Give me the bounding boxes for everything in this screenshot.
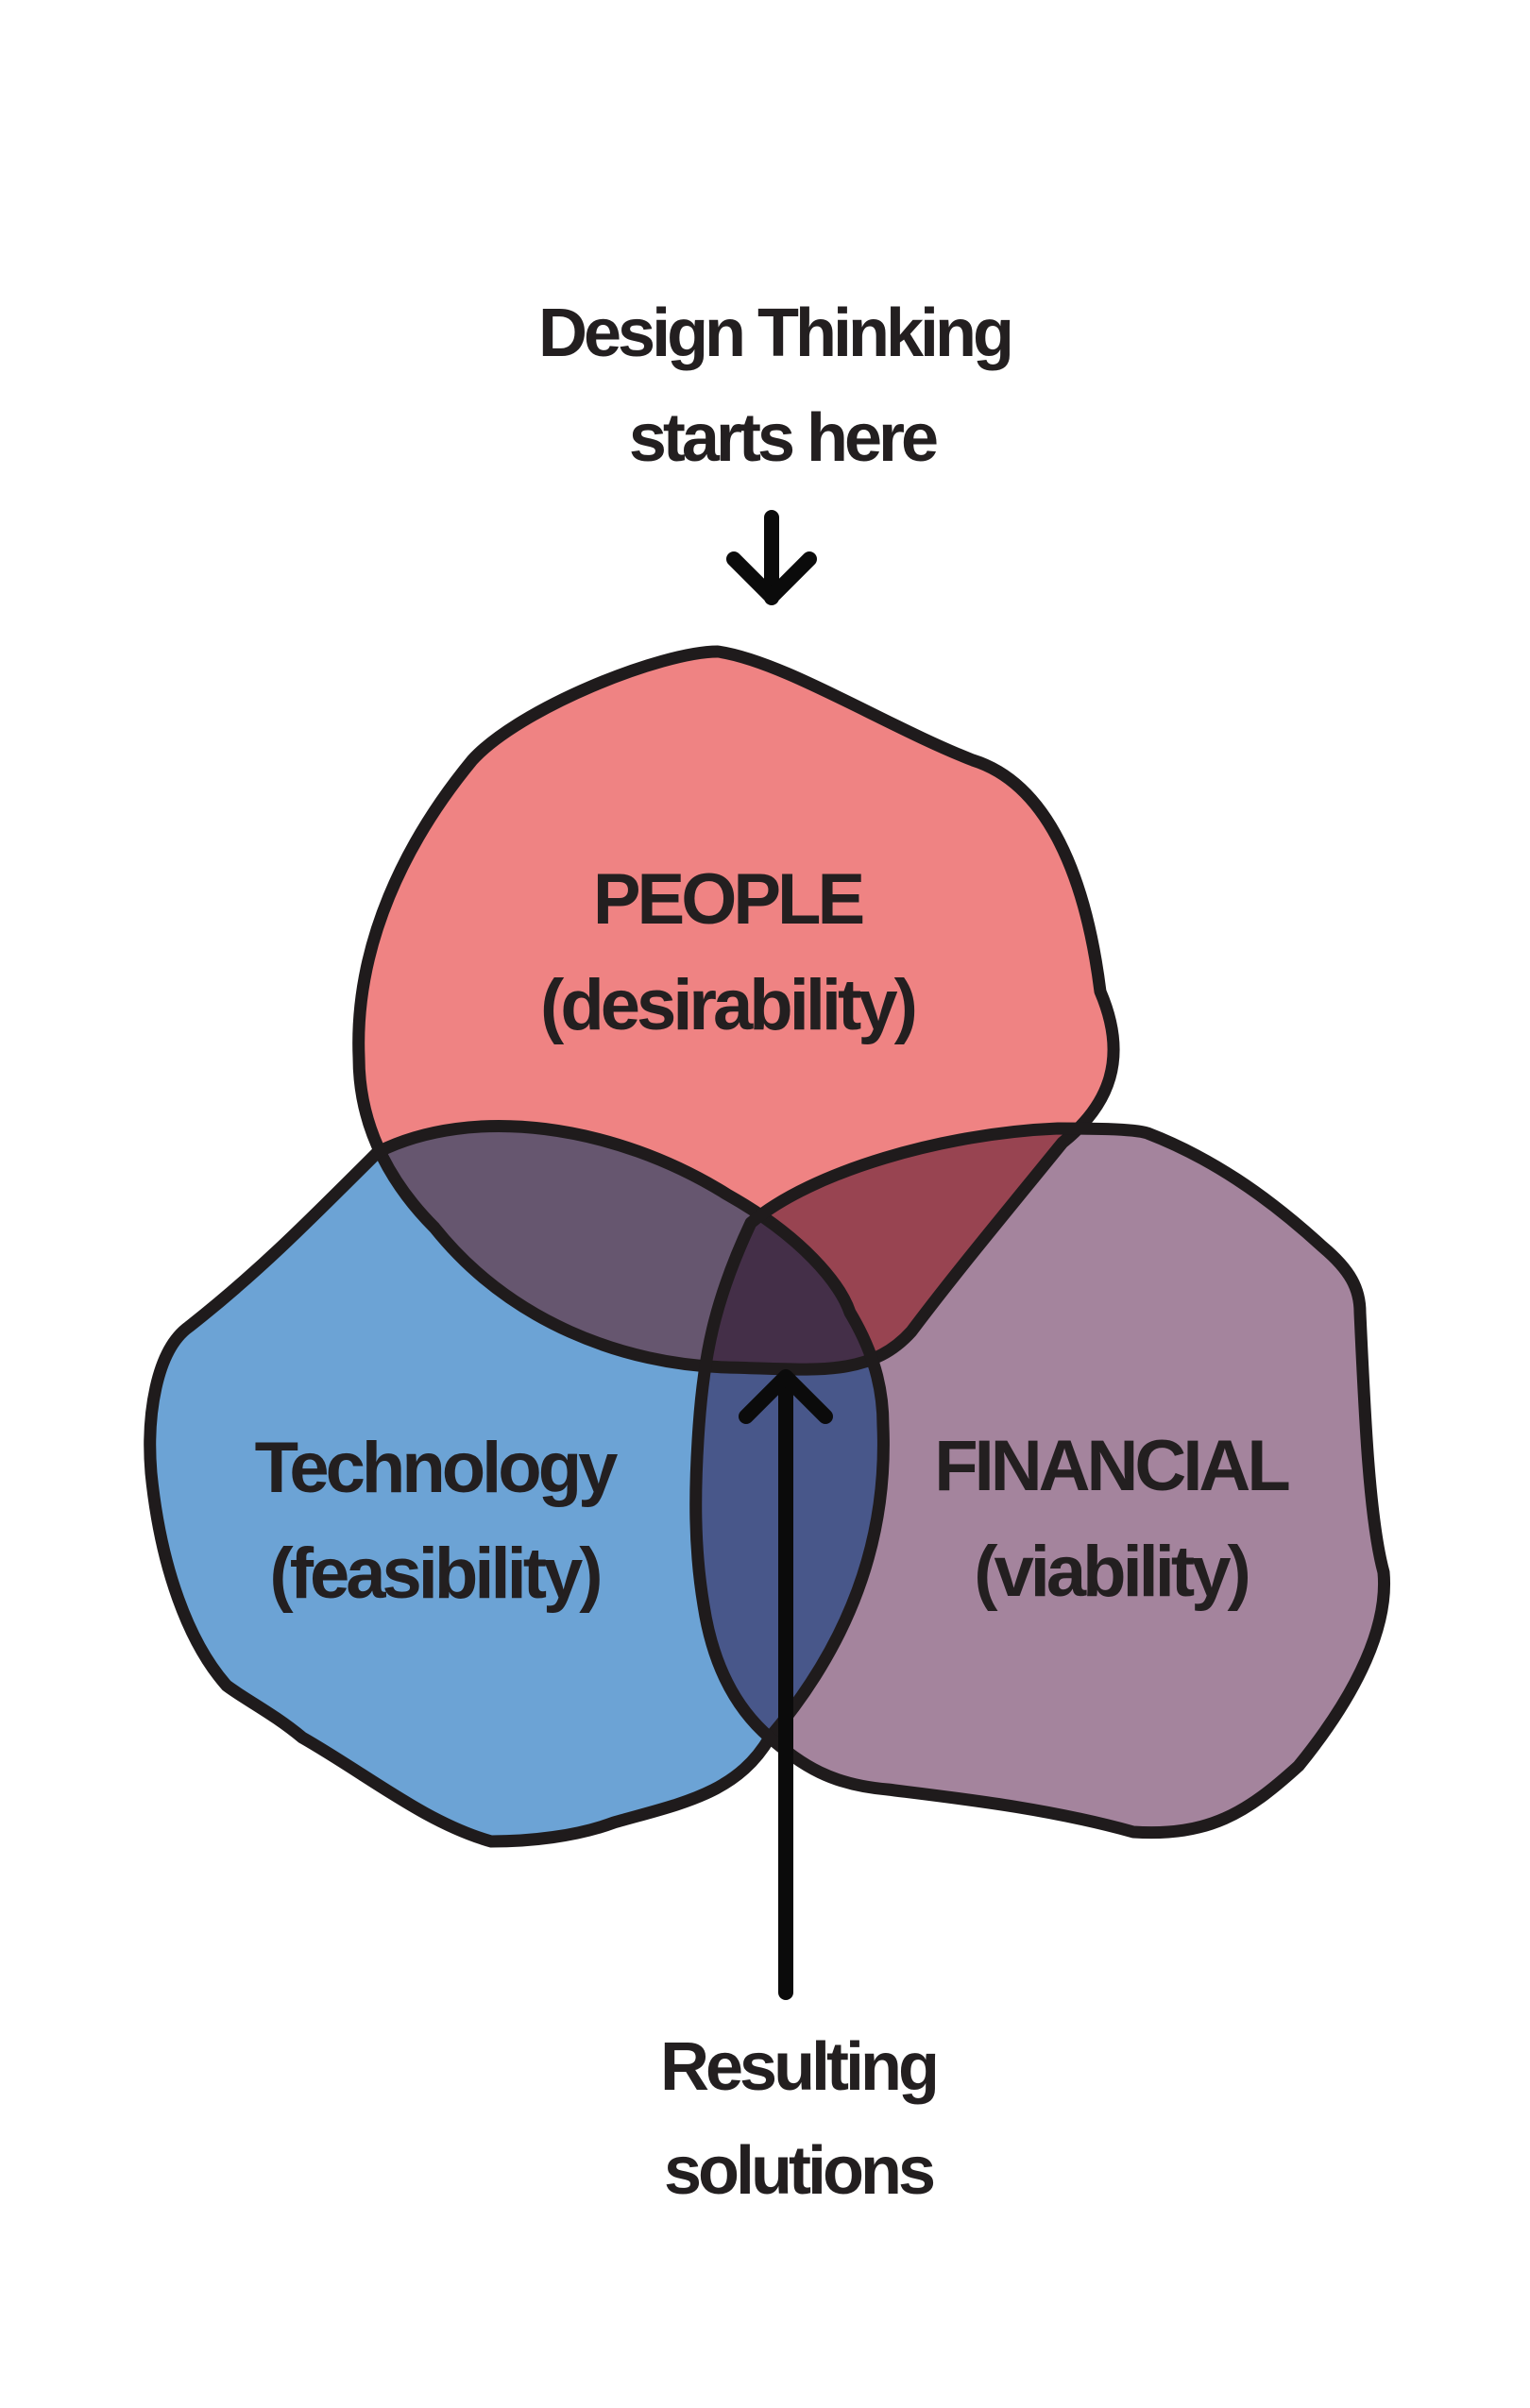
people-title: PEOPLE	[593, 859, 863, 940]
technology-subtitle: (feasibility)	[269, 1534, 600, 1614]
technology-outline	[144, 1120, 890, 1848]
footer-line-2: solutions	[664, 2133, 934, 2209]
arrow-down-icon	[726, 510, 817, 605]
people-outline	[352, 645, 1120, 1376]
header-line-1: Design Thinking	[538, 296, 1011, 371]
overlap-people-technology	[358, 1126, 884, 1370]
header-line-2: starts here	[629, 400, 937, 476]
people-subtitle: (desirability)	[540, 965, 915, 1045]
financial-outline	[689, 1122, 1391, 1840]
arrow-up-icon	[739, 1369, 833, 2000]
footer-line-1: Resulting	[660, 2029, 936, 2105]
overlap-people-financial	[695, 1128, 1114, 1370]
technology-title: Technology	[255, 1428, 619, 1508]
financial-subtitle: (viability)	[974, 1532, 1248, 1612]
financial-title: FINANCIAL	[934, 1426, 1289, 1506]
